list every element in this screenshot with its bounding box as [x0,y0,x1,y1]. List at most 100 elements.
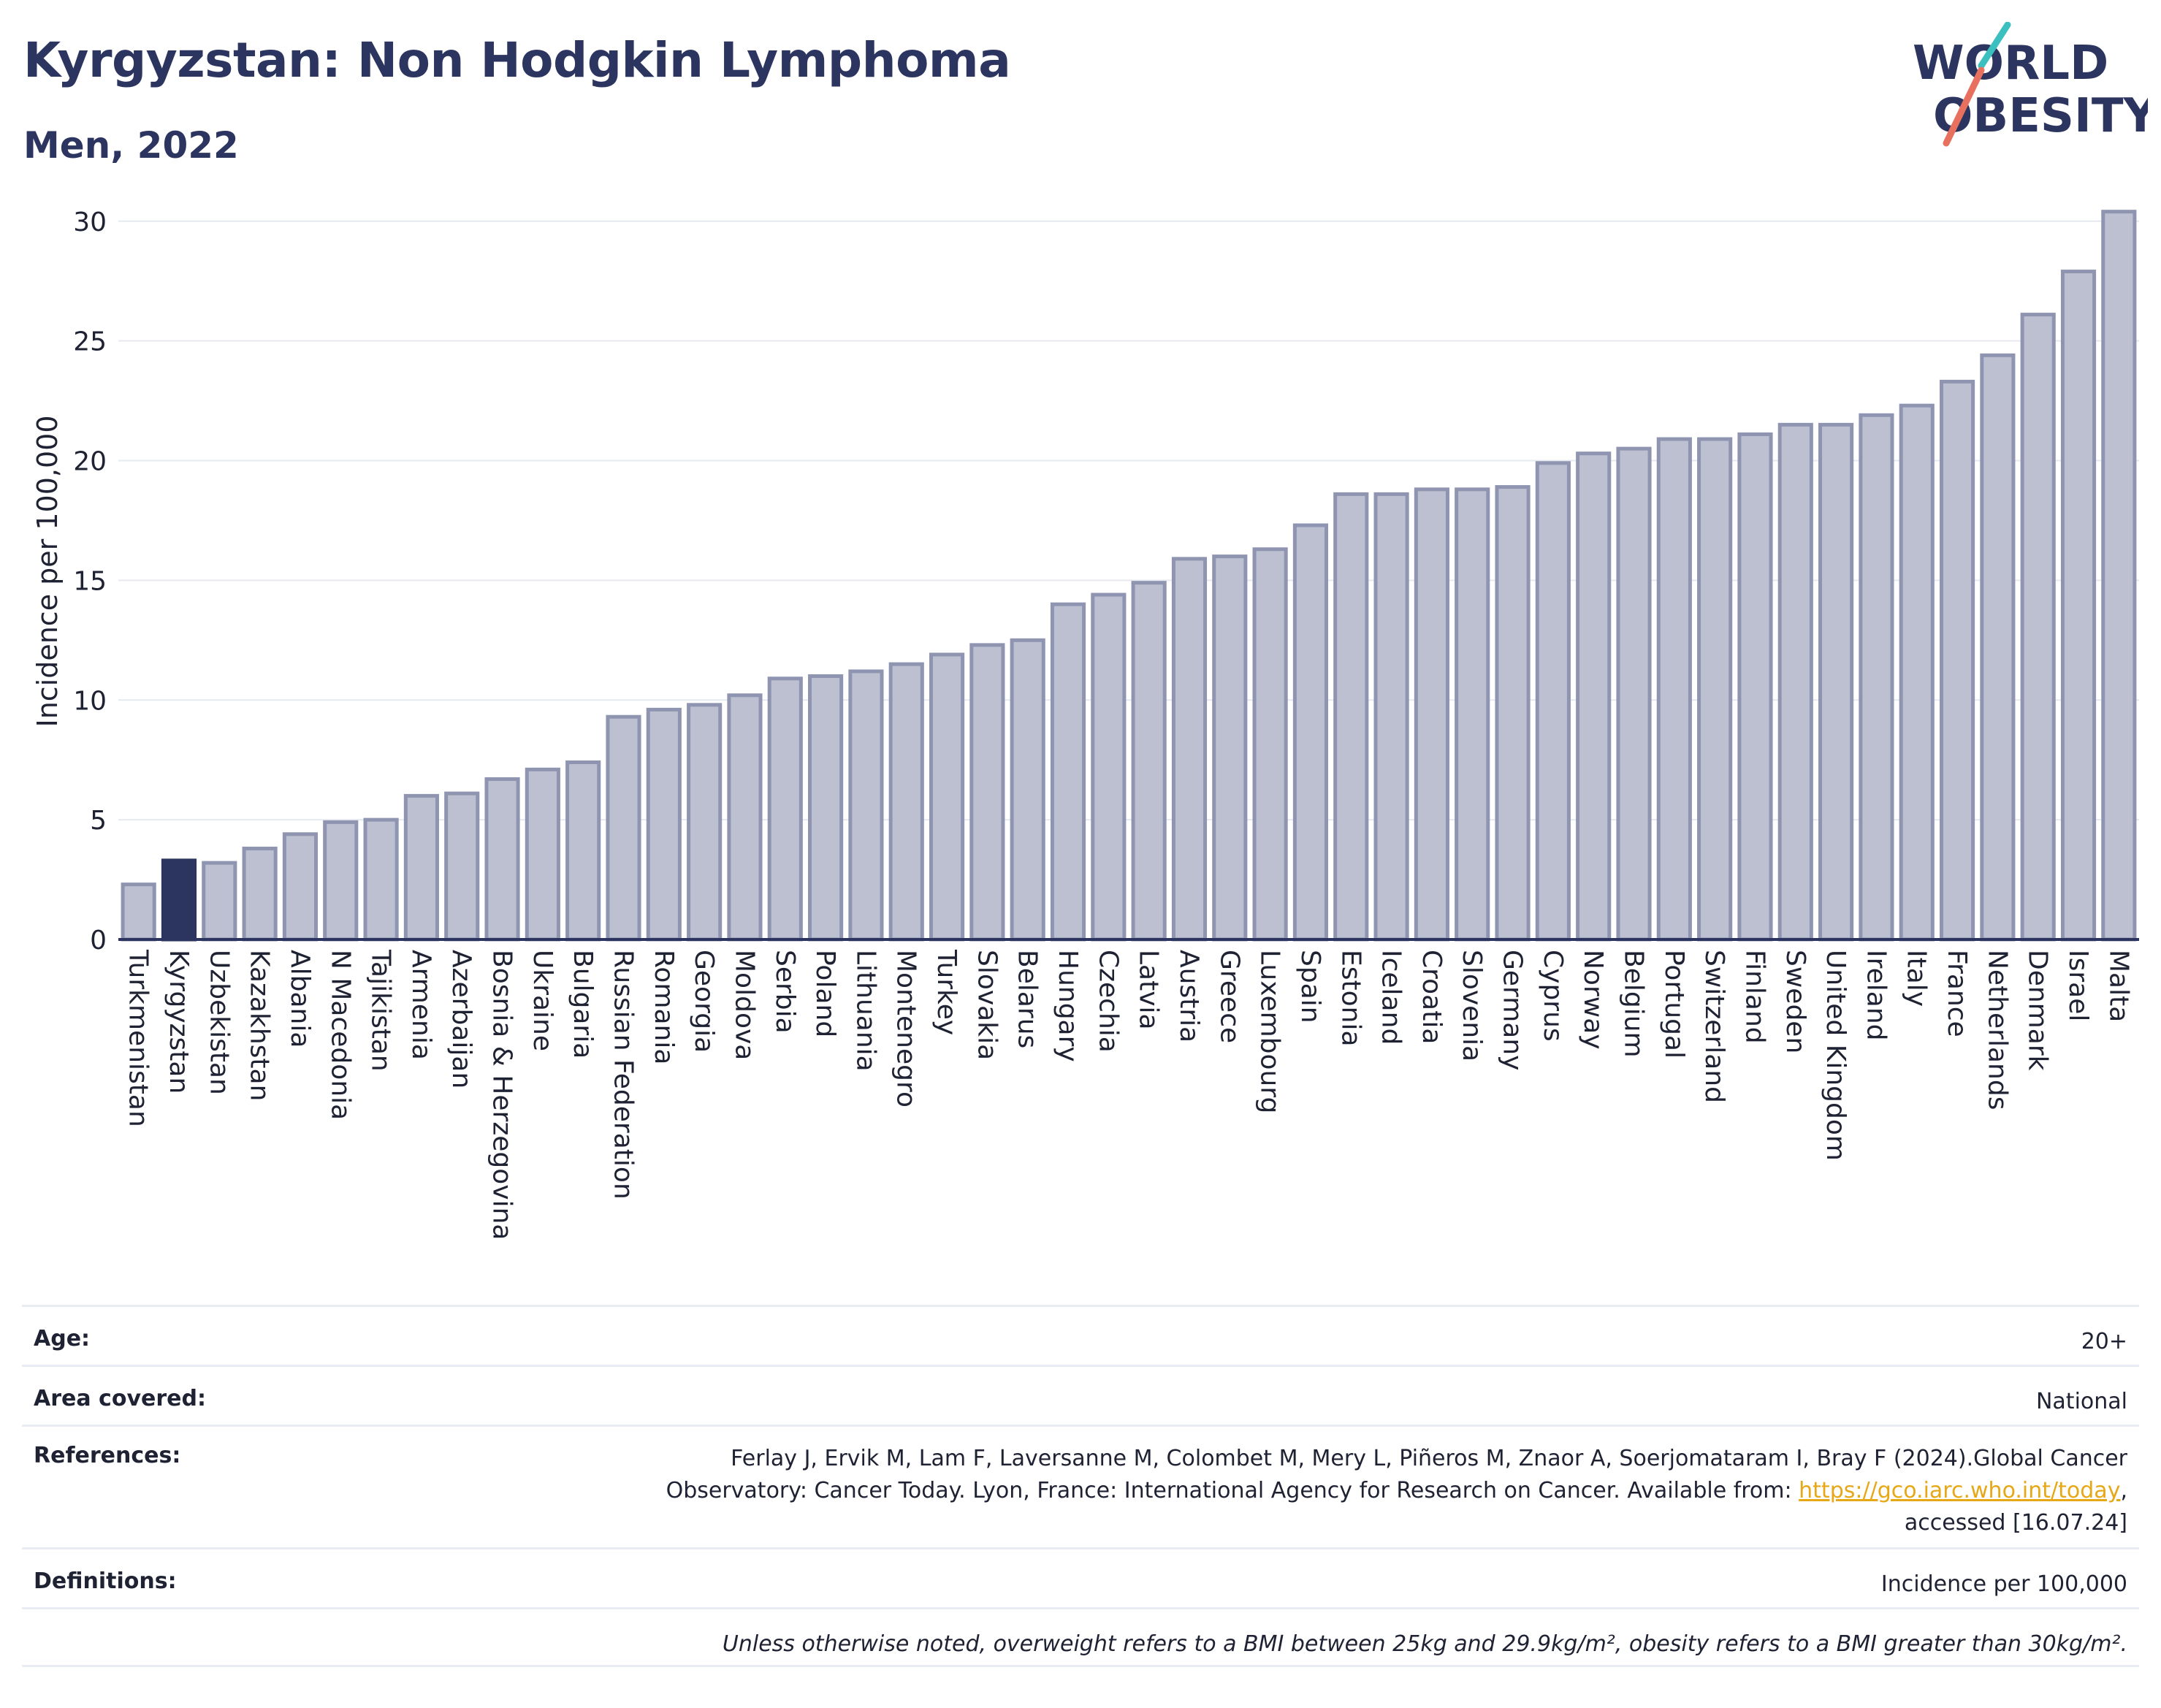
references-line-1: Ferlay J, Ervik M, Lam F, Laversanne M, … [731,1446,2127,1471]
x-tick-label: Georgia [689,950,719,1053]
bar [1212,554,1248,942]
bar [1131,581,1167,942]
bar [323,820,359,942]
bar [808,674,844,942]
bar [2060,270,2097,942]
meta-row-definitions: Definitions: Incidence per 100,000 [22,1547,2139,1607]
meta-row-age: Age: 20+ [22,1305,2139,1365]
bar [606,714,641,942]
x-tick-label: Serbia [770,950,800,1034]
x-tick-label: Hungary [1053,950,1083,1062]
bar [1455,487,1490,942]
y-tick-label: 25 [73,327,107,357]
x-tick-label: Armenia [406,950,436,1060]
area-label: Area covered: [34,1386,206,1411]
bar [848,669,884,942]
x-tick-label: Iceland [1376,950,1406,1045]
bar [1576,451,1612,942]
x-tick-label: Belgium [1619,950,1649,1058]
references-link[interactable]: https://gco.iarc.who.int/today [1799,1478,2121,1503]
references-line-2-text: Observatory: Cancer Today. Lyon, France:… [666,1478,1799,1503]
bar [1495,485,1531,942]
logo-slash-red [1943,66,1985,147]
x-tick-label: France [1942,950,1972,1037]
bar [1859,413,1894,942]
x-tick-label: Albania [285,950,315,1048]
x-tick-label: Denmark [2023,950,2053,1071]
bar [282,832,319,942]
x-tick-label: Bosnia & Herzegovina [487,950,517,1240]
bar [565,760,601,942]
bars [121,210,2137,942]
x-tick-label: Slovenia [1457,950,1487,1061]
bar [1777,422,1813,942]
x-tick-label: Montenegro [891,950,921,1107]
bar [1818,422,1854,942]
bar [2101,210,2137,942]
bar [1091,592,1127,942]
bar [1333,492,1369,942]
bar [888,662,924,942]
meta-row-note: Unless otherwise noted, overweight refer… [22,1607,2139,1667]
x-tick-label: Tajikistan [366,949,396,1072]
x-tick-label: Austria [1174,950,1204,1042]
references-value: Ferlay J, Ervik M, Lam F, Laversanne M, … [666,1443,2139,1539]
bar [2020,313,2056,942]
bmi-note: Unless otherwise noted, overweight refer… [722,1631,2127,1657]
references-line-2-suffix: , [2120,1478,2127,1503]
area-value: National [2035,1389,2127,1414]
x-tick-label: Portugal [1659,950,1689,1059]
bar [242,846,278,942]
bar [687,703,723,942]
bar [646,707,682,942]
bar [1373,492,1409,942]
bar [1050,602,1086,942]
bar-chart: 0 5 10 15 20 25 30 Turkmenistan Kyrgyzstan Uzbek… [31,207,2139,1240]
references-line-2: Observatory: Cancer Today. Lyon, France:… [666,1475,2127,1507]
y-tick-label: 5 [90,806,107,836]
bar [1292,523,1329,942]
x-tick-label: Spain [1295,950,1325,1023]
meta-row-references: References: Ferlay J, Ervik M, Lam F, La… [22,1425,2139,1547]
bar [1535,461,1571,942]
x-tick-label: Poland [810,950,840,1037]
x-tick-label: Ukraine [527,950,557,1051]
x-tick-label: Switzerland [1699,950,1729,1103]
age-label: Age: [34,1326,91,1351]
y-tick-label: 20 [73,447,107,477]
references-line-3: accessed [16.07.24] [1904,1510,2127,1536]
bar [1010,638,1045,942]
bar [969,643,1005,942]
y-axis-title: Incidence per 100,000 [31,415,64,727]
x-tick-label: Croatia [1417,950,1447,1044]
bar-highlighted [161,858,197,942]
x-tick-label: Sweden [1780,950,1810,1053]
x-tick-label: Greece [1214,950,1244,1043]
x-tick-label: N Macedonia [325,950,355,1120]
bar [1939,379,1975,942]
age-value: 20+ [2081,1329,2127,1354]
x-tick-label: Moldova [729,950,759,1060]
bar [484,777,520,942]
x-tick-label: Czechia [1093,950,1123,1053]
bar [1171,557,1208,942]
bar [1697,437,1733,942]
chart-title: Kyrgyzstan: Non Hodgkin Lymphoma [23,32,1011,88]
y-tick-label: 30 [73,207,107,237]
x-tick-label: Malta [2103,950,2133,1022]
bar [1656,437,1692,942]
bar [1737,432,1773,942]
bar [403,793,439,942]
x-tick-label: Kazakhstan [245,950,275,1101]
x-tick-label: Germany [1498,950,1528,1070]
y-tick-label: 10 [73,686,107,716]
x-tick-label: Netherlands [1982,950,2012,1110]
bar [1414,487,1449,942]
bar [929,652,965,942]
references-label: References: [34,1443,181,1468]
bar [727,693,763,942]
meta-row-area: Area covered: National [22,1365,2139,1425]
bar [121,882,156,942]
x-tick-label: Kyrgyzstan [164,950,194,1094]
y-tick-label: 0 [90,926,107,956]
